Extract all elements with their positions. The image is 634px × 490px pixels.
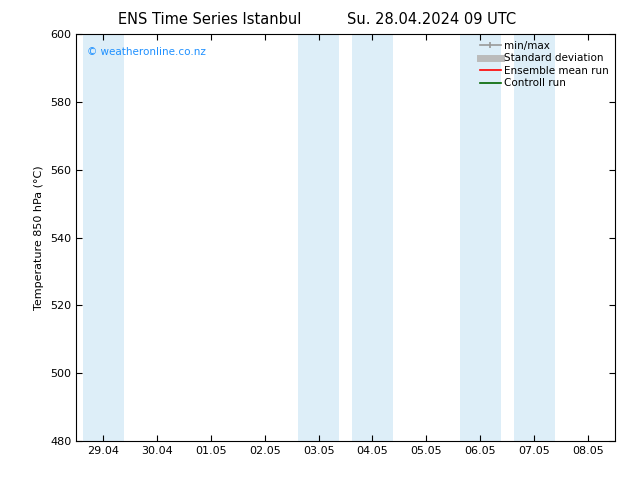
Legend: min/max, Standard deviation, Ensemble mean run, Controll run: min/max, Standard deviation, Ensemble me… [477,37,612,92]
Bar [298,34,339,441]
Text: Su. 28.04.2024 09 UTC: Su. 28.04.2024 09 UTC [347,12,515,27]
Bar [82,34,124,441]
Text: © weatheronline.co.nz: © weatheronline.co.nz [87,47,205,56]
Y-axis label: Temperature 850 hPa (°C): Temperature 850 hPa (°C) [34,165,44,310]
Bar [514,34,555,441]
Text: ENS Time Series Istanbul: ENS Time Series Istanbul [117,12,301,27]
Bar [460,34,501,441]
Bar [352,34,393,441]
